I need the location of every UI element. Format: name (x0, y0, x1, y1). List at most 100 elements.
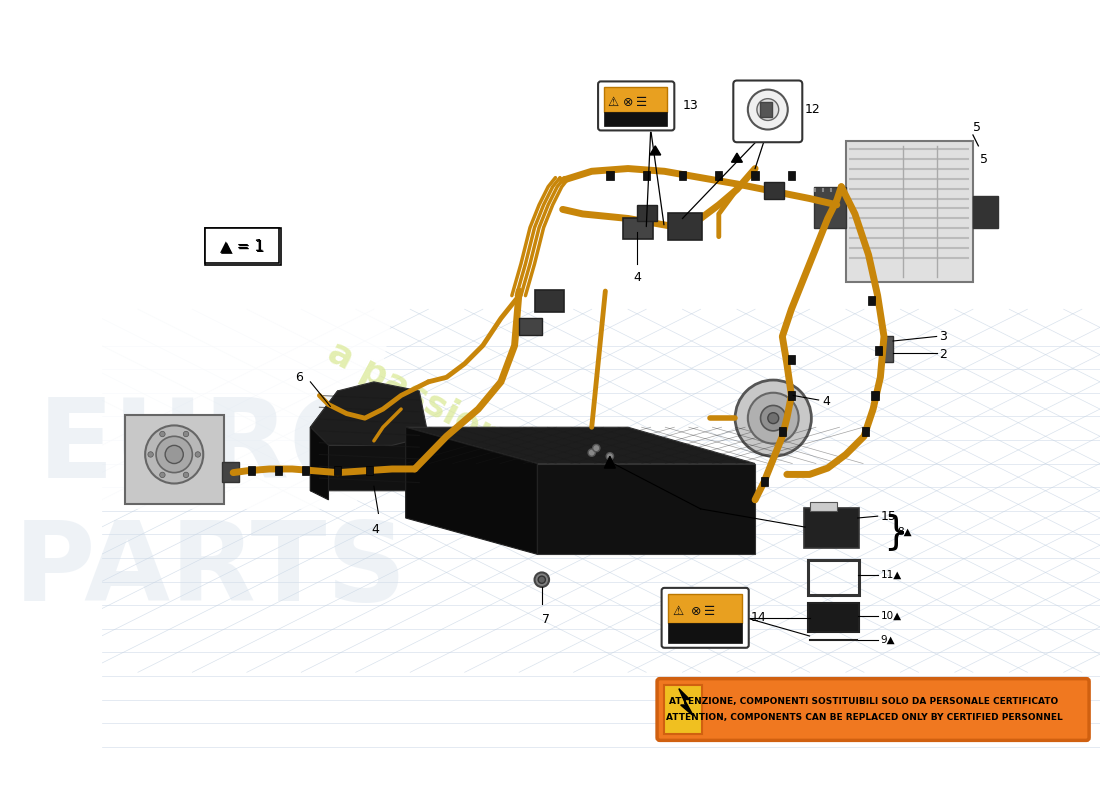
FancyBboxPatch shape (972, 196, 999, 227)
FancyBboxPatch shape (661, 588, 749, 648)
FancyBboxPatch shape (205, 229, 282, 265)
Bar (679, 171, 686, 180)
Bar (862, 427, 869, 436)
Text: 2: 2 (939, 348, 947, 361)
FancyBboxPatch shape (810, 502, 837, 510)
FancyBboxPatch shape (764, 182, 784, 198)
Text: 4: 4 (634, 271, 641, 284)
FancyBboxPatch shape (604, 87, 667, 112)
Text: ⚠: ⚠ (607, 96, 618, 109)
Polygon shape (310, 382, 428, 446)
Bar (275, 466, 283, 475)
Circle shape (160, 431, 165, 437)
Circle shape (165, 446, 184, 463)
Circle shape (748, 393, 799, 443)
Polygon shape (406, 427, 537, 554)
Circle shape (593, 445, 600, 452)
Text: 8▲: 8▲ (898, 526, 912, 537)
FancyBboxPatch shape (604, 112, 667, 126)
Text: ☰: ☰ (636, 96, 647, 109)
Polygon shape (732, 153, 742, 162)
FancyBboxPatch shape (205, 229, 279, 263)
Text: 14: 14 (750, 611, 767, 624)
Circle shape (147, 452, 153, 457)
Text: EURO
PARTS: EURO PARTS (14, 394, 407, 624)
Text: ⚠: ⚠ (672, 605, 683, 618)
Bar (751, 171, 759, 180)
FancyBboxPatch shape (125, 414, 224, 504)
FancyBboxPatch shape (664, 685, 703, 734)
Bar (365, 466, 373, 475)
Text: ▲ = 1: ▲ = 1 (220, 238, 264, 254)
Text: 11▲: 11▲ (880, 570, 902, 580)
Circle shape (757, 98, 779, 121)
Text: 12: 12 (805, 103, 821, 116)
Circle shape (184, 431, 189, 437)
FancyBboxPatch shape (804, 508, 859, 548)
Text: 3: 3 (939, 330, 947, 343)
Text: 10▲: 10▲ (880, 611, 902, 621)
Bar (248, 466, 255, 475)
FancyBboxPatch shape (535, 290, 563, 312)
Bar (788, 391, 795, 400)
Circle shape (145, 426, 204, 483)
Text: }: } (883, 513, 908, 550)
Text: ATTENTION, COMPONENTS CAN BE REPLACED ONLY BY CERTIFIED PERSONNEL: ATTENTION, COMPONENTS CAN BE REPLACED ON… (666, 713, 1063, 722)
Circle shape (735, 380, 812, 456)
Text: a passion for: a passion for (322, 334, 571, 489)
Text: 6: 6 (296, 371, 304, 384)
Text: ☰: ☰ (704, 605, 715, 618)
Polygon shape (679, 689, 693, 716)
FancyBboxPatch shape (668, 623, 742, 643)
Bar (606, 171, 614, 180)
Bar (334, 466, 341, 475)
FancyBboxPatch shape (734, 81, 802, 142)
Polygon shape (310, 391, 428, 490)
Polygon shape (310, 427, 329, 500)
FancyBboxPatch shape (807, 603, 859, 632)
FancyBboxPatch shape (882, 337, 893, 362)
Bar (302, 466, 309, 475)
Text: 15: 15 (880, 510, 896, 522)
Bar (642, 171, 650, 180)
Circle shape (156, 436, 192, 473)
FancyBboxPatch shape (814, 186, 846, 227)
Text: ATTENZIONE, COMPONENTI SOSTITUIBILI SOLO DA PERSONALE CERTIFICATO: ATTENZIONE, COMPONENTI SOSTITUIBILI SOLO… (670, 697, 1058, 706)
Text: ▲ = 1: ▲ = 1 (221, 239, 265, 254)
Polygon shape (406, 427, 755, 463)
Polygon shape (101, 173, 419, 509)
Text: 5: 5 (980, 153, 988, 166)
Circle shape (768, 413, 779, 423)
Text: ⊗: ⊗ (691, 605, 702, 618)
Circle shape (538, 576, 546, 583)
Text: 13: 13 (682, 99, 698, 113)
FancyBboxPatch shape (846, 142, 972, 282)
Text: 7: 7 (542, 614, 550, 626)
FancyBboxPatch shape (637, 205, 657, 221)
Polygon shape (650, 146, 661, 155)
Polygon shape (537, 463, 755, 554)
FancyBboxPatch shape (222, 462, 239, 482)
FancyBboxPatch shape (668, 213, 702, 240)
Text: ⊗: ⊗ (623, 96, 634, 109)
Circle shape (535, 573, 549, 587)
FancyBboxPatch shape (668, 594, 742, 623)
Bar (760, 477, 768, 486)
Circle shape (748, 90, 788, 130)
Circle shape (760, 406, 786, 431)
FancyBboxPatch shape (519, 318, 542, 334)
Bar (779, 427, 786, 436)
Circle shape (160, 472, 165, 478)
Circle shape (588, 449, 595, 456)
Bar (868, 296, 875, 305)
Text: 4: 4 (823, 395, 830, 408)
Text: parts since 1: parts since 1 (367, 408, 616, 562)
Text: 4: 4 (372, 522, 379, 535)
Polygon shape (604, 456, 615, 468)
Text: 5: 5 (972, 122, 981, 134)
Circle shape (195, 452, 200, 457)
Bar (715, 171, 723, 180)
Bar (874, 346, 882, 354)
Bar (871, 391, 879, 400)
Text: 9▲: 9▲ (880, 634, 895, 645)
